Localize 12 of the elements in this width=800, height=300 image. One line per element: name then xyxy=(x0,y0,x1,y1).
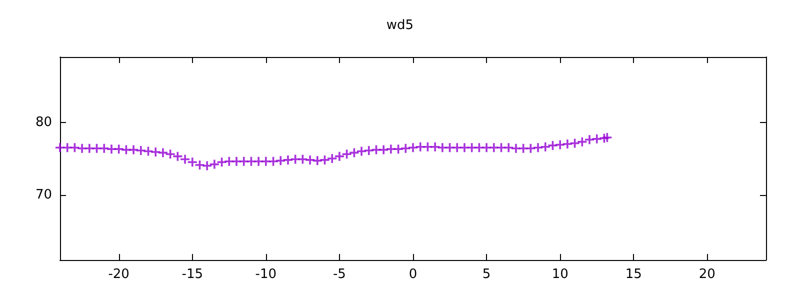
x-tick-label: 10 xyxy=(552,267,568,282)
x-tick-label: -10 xyxy=(255,267,277,282)
x-tick-label: -20 xyxy=(108,267,130,282)
x-tick-label: 5 xyxy=(482,267,491,282)
x-tick-label: 20 xyxy=(698,267,716,282)
x-tick-label: 15 xyxy=(625,267,642,282)
y-tick-label: 80 xyxy=(35,114,52,130)
x-tick-label: -15 xyxy=(182,267,203,282)
x-tick-label: -5 xyxy=(332,267,346,282)
y-tick-label: 70 xyxy=(35,187,52,202)
chart-title: wd5 xyxy=(386,18,414,33)
x-tick-label: 0 xyxy=(408,267,418,282)
